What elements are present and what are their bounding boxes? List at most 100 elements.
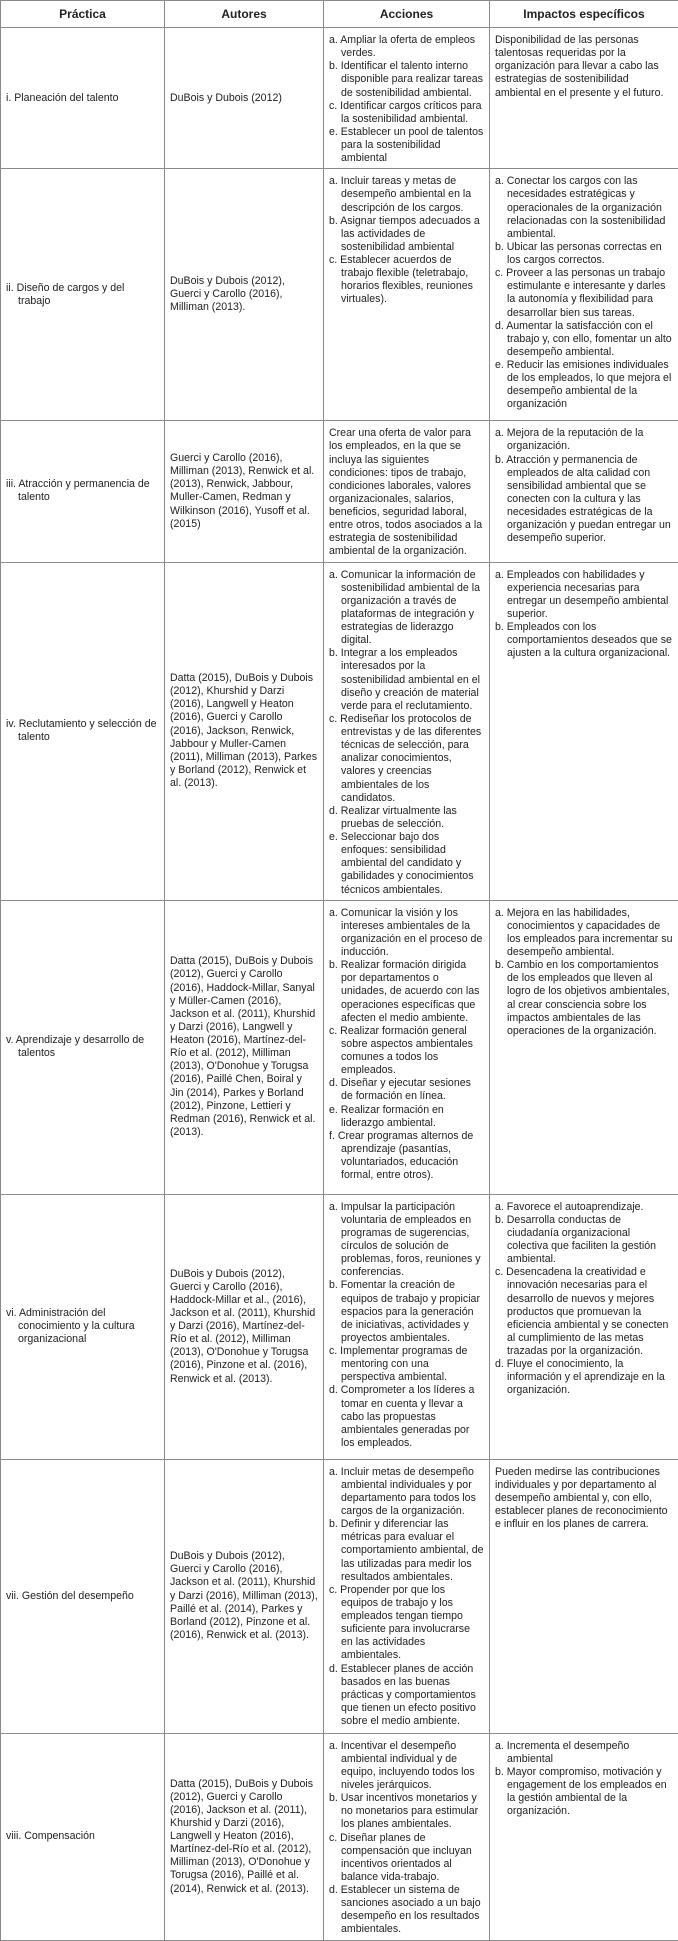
impact-item: a. Incrementa el desempeño ambiental	[495, 1740, 673, 1766]
practice-cell: vii. Gestión del desempeño	[1, 1459, 165, 1733]
impact-item: Pueden medirse las contribuciones indivi…	[495, 1466, 673, 1532]
authors: DuBois y Dubois (2012)	[170, 92, 318, 105]
action-item: Crear una oferta de valor para los emple…	[329, 427, 484, 558]
action-item: c. Establecer acuerdos de trabajo flexib…	[329, 254, 484, 307]
table-row: vi. Administración del conocimiento y la…	[1, 1194, 678, 1459]
impact-cell: Pueden medirse las contribuciones indivi…	[490, 1459, 678, 1733]
impact-item: a. Empleados con habilidades y experienc…	[495, 569, 673, 622]
column-header: Práctica	[1, 1, 165, 28]
action-cell: a. Incluir metas de desempeño ambiental …	[324, 1459, 490, 1733]
authors: DuBois y Dubois (2012), Guerci y Carollo…	[170, 1550, 318, 1642]
action-cell: a. Impulsar la participación voluntaria …	[324, 1194, 490, 1459]
authors-cell: Guerci y Carollo (2016), Milliman (2013)…	[165, 421, 324, 562]
authors: DuBois y Dubois (2012), Guerci y Carollo…	[170, 275, 318, 314]
action-cell: a. Incentivar el desempeño ambiental ind…	[324, 1733, 490, 1940]
table-row: ii. Diseño de cargos y del trabajo DuBois…	[1, 169, 678, 421]
authors-cell: Datta (2015), DuBois y Dubois (2012), Gu…	[165, 900, 324, 1194]
action-item: c. Rediseñar los protocolos de entrevist…	[329, 713, 484, 805]
action-item: e. Establecer un pool de talentos para l…	[329, 126, 484, 165]
action-item: d. Establecer planes de acción basados e…	[329, 1663, 484, 1729]
practice-cell: v. Aprendizaje y desarrollo de talentos	[1, 900, 165, 1194]
practice-cell: iv. Reclutamiento y selección de talento	[1, 562, 165, 900]
impact-item: b. Desarrolla conductas de ciudadanía or…	[495, 1214, 673, 1267]
impact-item: c. Proveer a las personas un trabajo est…	[495, 267, 673, 320]
impact-item: d. Fluye el conocimiento, la información…	[495, 1358, 673, 1397]
table-body: i. Planeación del talento DuBois y Dubois…	[1, 28, 678, 1941]
impact-item: e. Reducir las emisiones individuales de…	[495, 359, 673, 412]
impact-item: b. Cambio en los comportamientos de los …	[495, 959, 673, 1038]
action-item: c. Realizar formación general sobre aspe…	[329, 1025, 484, 1078]
practice: iv. Reclutamiento y selección de talento	[6, 718, 159, 744]
action-cell: Crear una oferta de valor para los emple…	[324, 421, 490, 562]
authors-cell: DuBois y Dubois (2012)	[165, 28, 324, 169]
authors: Guerci y Carollo (2016), Milliman (2013)…	[170, 452, 318, 531]
action-item: c. Implementar programas de mentoring co…	[329, 1345, 484, 1384]
impact-item: b. Empleados con los comportamientos des…	[495, 621, 673, 660]
action-item: d. Diseñar y ejecutar sesiones de formac…	[329, 1077, 484, 1103]
practice: vii. Gestión del desempeño	[6, 1590, 159, 1603]
impact-item: c. Desencadena la creatividad e innovaci…	[495, 1266, 673, 1358]
action-cell: a. Comunicar la visión y los intereses a…	[324, 900, 490, 1194]
action-item: e. Seleccionar bajo dos enfoques: sensib…	[329, 831, 484, 897]
action-item: d. Realizar virtualmente las pruebas de …	[329, 805, 484, 831]
action-item: b. Definir y diferenciar las métricas pa…	[329, 1518, 484, 1584]
authors-cell: DuBois y Dubois (2012), Guerci y Carollo…	[165, 169, 324, 421]
practice-cell: ii. Diseño de cargos y del trabajo	[1, 169, 165, 421]
authors-cell: Datta (2015), DuBois y Dubois (2012), Gu…	[165, 1733, 324, 1940]
impact-item: Disponibilidad de las personas talentosa…	[495, 34, 673, 100]
table-row: iv. Reclutamiento y selección de talento…	[1, 562, 678, 900]
action-cell: a. Ampliar la oferta de empleos verdes.b…	[324, 28, 490, 169]
authors: DuBois y Dubois (2012), Guerci y Carollo…	[170, 1268, 318, 1386]
action-item: b. Realizar formación dirigida por depar…	[329, 959, 484, 1025]
action-item: a. Comunicar la información de sostenibi…	[329, 569, 484, 648]
action-item: d. Establecer un sistema de sanciones as…	[329, 1884, 484, 1937]
action-item: b. Fomentar la creación de equipos de tr…	[329, 1279, 484, 1345]
action-item: f. Crear programas alternos de aprendiza…	[329, 1130, 484, 1183]
practice: vi. Administración del conocimiento y la…	[6, 1307, 159, 1346]
action-item: e. Realizar formación en liderazgo ambie…	[329, 1104, 484, 1130]
practice-cell: viii. Compensación	[1, 1733, 165, 1940]
impact-item: a. Conectar los cargos con las necesidad…	[495, 175, 673, 241]
action-item: b. Usar incentivos monetarios y no monet…	[329, 1792, 484, 1831]
practice: ii. Diseño de cargos y del trabajo	[6, 282, 159, 308]
table-row: iii. Atracción y permanencia de talento G…	[1, 421, 678, 562]
action-item: a. Incluir metas de desempeño ambiental …	[329, 1466, 484, 1519]
impact-cell: Disponibilidad de las personas talentosa…	[490, 28, 678, 169]
impact-item: b. Atracción y permanencia de empleados …	[495, 454, 673, 546]
table-row: viii. Compensación Datta (2015), DuBois y…	[1, 1733, 678, 1940]
action-item: c. Propender por que los equipos de trab…	[329, 1584, 484, 1663]
column-header: Acciones	[324, 1, 490, 28]
action-item: c. Diseñar planes de compensación que in…	[329, 1832, 484, 1885]
column-header: Impactos específicos	[490, 1, 678, 28]
practice-cell: i. Planeación del talento	[1, 28, 165, 169]
impact-cell: a. Favorece el autoaprendizaje.b. Desarr…	[490, 1194, 678, 1459]
impact-item: a. Mejora en las habilidades, conocimien…	[495, 907, 673, 960]
authors-cell: DuBois y Dubois (2012), Guerci y Carollo…	[165, 1194, 324, 1459]
action-item: a. Comunicar la visión y los intereses a…	[329, 907, 484, 960]
column-header: Autores	[165, 1, 324, 28]
practice: iii. Atracción y permanencia de talento	[6, 478, 159, 504]
authors: Datta (2015), DuBois y Dubois (2012), Gu…	[170, 1778, 318, 1896]
action-item: b. Asignar tiempos adecuados a las activ…	[329, 215, 484, 254]
practice-cell: vi. Administración del conocimiento y la…	[1, 1194, 165, 1459]
table-row: i. Planeación del talento DuBois y Dubois…	[1, 28, 678, 169]
action-cell: a. Comunicar la información de sostenibi…	[324, 562, 490, 900]
practice: v. Aprendizaje y desarrollo de talentos	[6, 1034, 159, 1060]
action-item: a. Incluir tareas y metas de desempeño a…	[329, 175, 484, 214]
authors: Datta (2015), DuBois y Dubois (2012), Gu…	[170, 955, 318, 1139]
action-item: d. Comprometer a los líderes a tomar en …	[329, 1384, 484, 1450]
action-item: b. Integrar a los empleados interesados …	[329, 647, 484, 713]
action-item: a. Incentivar el desempeño ambiental ind…	[329, 1740, 484, 1793]
practice: i. Planeación del talento	[6, 92, 159, 105]
impact-item: a. Mejora de la reputación de la organiz…	[495, 427, 673, 453]
impact-item: d. Aumentar la satisfacción con el traba…	[495, 320, 673, 359]
action-item: a. Impulsar la participación voluntaria …	[329, 1201, 484, 1280]
impact-cell: a. Empleados con habilidades y experienc…	[490, 562, 678, 900]
action-item: a. Ampliar la oferta de empleos verdes.	[329, 34, 484, 60]
practice: viii. Compensación	[6, 1830, 159, 1843]
table-row: vii. Gestión del desempeño DuBois y Duboi…	[1, 1459, 678, 1733]
